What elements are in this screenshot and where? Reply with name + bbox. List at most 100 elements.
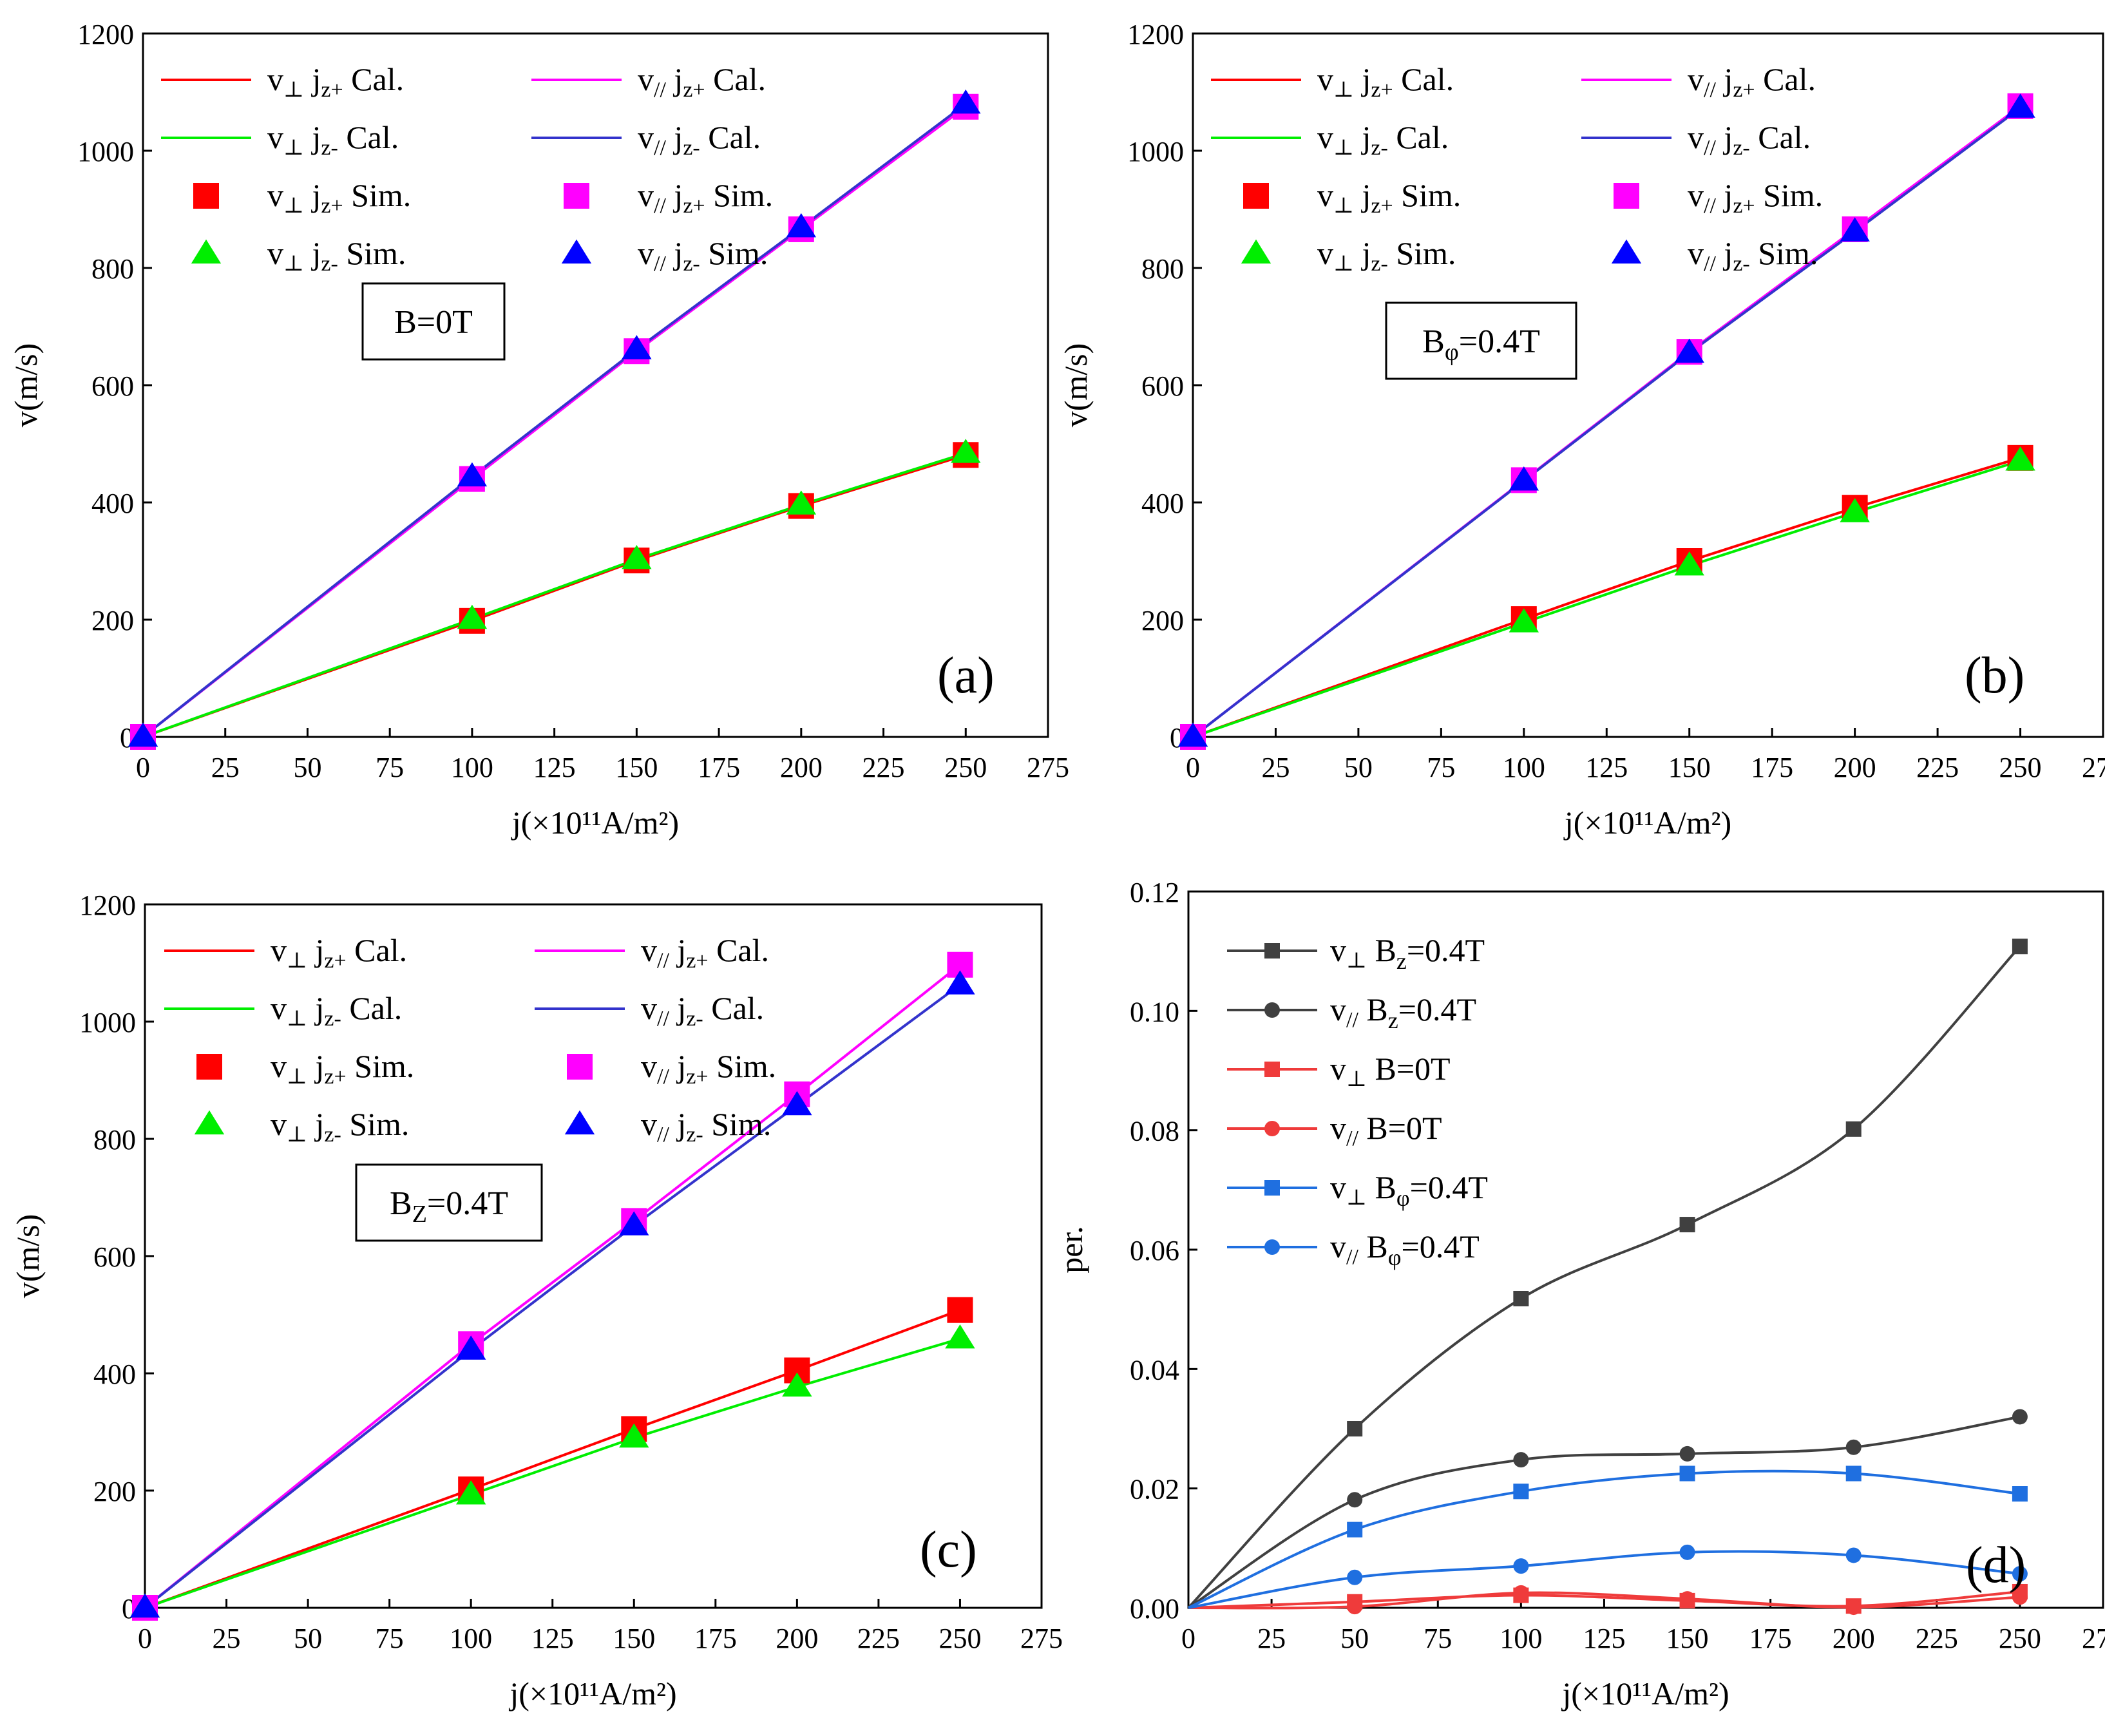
legend-swatch [564,183,589,209]
data-point [786,213,817,238]
data-point [1845,1465,1862,1482]
legend-label: v//​ jz+​ Sim. [641,1048,776,1089]
data-point [947,1297,973,1323]
panel-label: (b) [1965,647,2024,704]
x-tick-label: 200 [1834,752,1876,783]
y-tick-label: 600 [1141,370,1184,402]
x-tick-label: 250 [938,1623,981,1654]
y-tick-label: 200 [93,1476,136,1507]
legend-label: v//​ Bφ​=0.4T [1330,1228,1480,1270]
x-tick-label: 0 [1181,1623,1195,1654]
y-tick-label: 800 [1141,253,1184,285]
x-tick-label: 250 [1999,1623,2041,1654]
legend-swatch [1611,239,1642,264]
data-point [1674,551,1704,576]
data-point [1347,1569,1363,1585]
y-tick-label: 0.02 [1130,1474,1179,1505]
series-line [144,984,961,1609]
y-tick-label: 600 [91,370,134,402]
data-point [2012,1589,2028,1605]
data-point [2012,1486,2028,1502]
legend-label: v⊥​ jz+​ Cal. [271,932,407,973]
x-tick-label: 150 [613,1623,655,1654]
y-tick-label: 0.04 [1130,1354,1179,1386]
x-tick-label: 75 [1427,752,1455,783]
data-point [1674,338,1704,363]
x-tick-label: 100 [1500,1623,1542,1654]
data-point [1513,1452,1529,1468]
x-axis-label: j(×10¹¹A/m²) [1563,805,1731,841]
x-tick-label: 175 [694,1623,737,1654]
x-tick-label: 175 [1751,752,1793,783]
data-point [1509,608,1539,633]
series-line [1188,1550,2021,1609]
y-axis-label: v(m/s) [8,343,44,428]
y-tick-label: 200 [1141,605,1184,636]
data-point [1679,1465,1695,1482]
y-tick-label: 1000 [1127,136,1184,167]
data-point [1513,1483,1529,1500]
x-tick-label: 75 [376,1623,404,1654]
series-line [1188,1591,2021,1610]
data-point [1845,1547,1862,1563]
legend-label: v⊥​ jz+​ Sim. [267,177,411,218]
legend-swatch [196,1054,222,1080]
x-tick-label: 150 [615,752,658,783]
panel-label: (c) [920,1521,977,1578]
data-point [1347,1421,1363,1436]
y-axis-label: per. [1053,1226,1089,1273]
data-point [1679,1544,1695,1560]
x-tick-label: 125 [1583,1623,1625,1654]
legend-label: v//​ jz+​ Cal. [641,932,769,973]
annotation-text: BZ=0.4T [390,1185,508,1228]
legend-label: v⊥​ Bφ​=0.4T [1330,1169,1488,1211]
legend-swatch [191,239,222,264]
legend-swatch-marker [1264,1239,1280,1255]
x-tick-label: 75 [376,752,404,783]
legend-label: v//​ jz-​ Cal. [641,990,764,1031]
series-line [1192,459,2021,738]
x-tick-label: 100 [450,1623,492,1654]
data-point [619,1423,649,1448]
legend-swatch [567,1054,593,1080]
x-tick-label: 275 [2082,752,2105,783]
panel-label: (d) [1966,1537,2026,1594]
x-tick-label: 100 [451,752,493,783]
series-line [1188,1469,2021,1609]
legend-swatch [1614,183,1639,209]
series-line [142,106,967,738]
data-point [1509,466,1539,491]
x-tick-label: 200 [1833,1623,1875,1654]
legend-swatch [1241,239,1272,264]
y-tick-label: 0.00 [1130,1593,1179,1625]
series-line [1188,1590,2021,1609]
annotation-box [361,282,506,361]
y-axis-label: v(m/s) [10,1214,46,1299]
x-tick-label: 125 [1585,752,1628,783]
data-point [457,604,488,629]
series-line [142,453,966,738]
x-tick-label: 225 [1916,752,1959,783]
x-tick-label: 225 [857,1623,900,1654]
series-line [144,1308,961,1609]
y-tick-label: 400 [91,488,134,519]
x-tick-label: 25 [1261,752,1290,783]
data-point [1513,1558,1529,1574]
x-tick-label: 200 [780,752,823,783]
data-point [1177,722,1208,747]
annotation-box [1385,301,1577,380]
legend-swatch-marker [1264,1062,1280,1077]
data-point [128,722,158,747]
x-tick-label: 50 [1344,752,1373,783]
y-tick-label: 400 [1141,488,1184,519]
x-tick-label: 0 [1186,752,1200,783]
y-tick-label: 1200 [79,890,136,921]
legend-label: v//​ jz+​ Cal. [638,61,766,102]
legend-label: v//​ jz+​ Sim. [638,177,773,218]
legend: v⊥​ jz+​ Cal. v//​ jz+​ Cal. v⊥​ jz-​ Cal.… [161,61,773,276]
y-tick-label: 200 [91,605,134,636]
x-axis-label: j(×10¹¹A/m²) [511,805,679,841]
x-tick-label: 0 [136,752,150,783]
x-tick-label: 225 [862,752,905,783]
data-point [1679,1217,1695,1233]
